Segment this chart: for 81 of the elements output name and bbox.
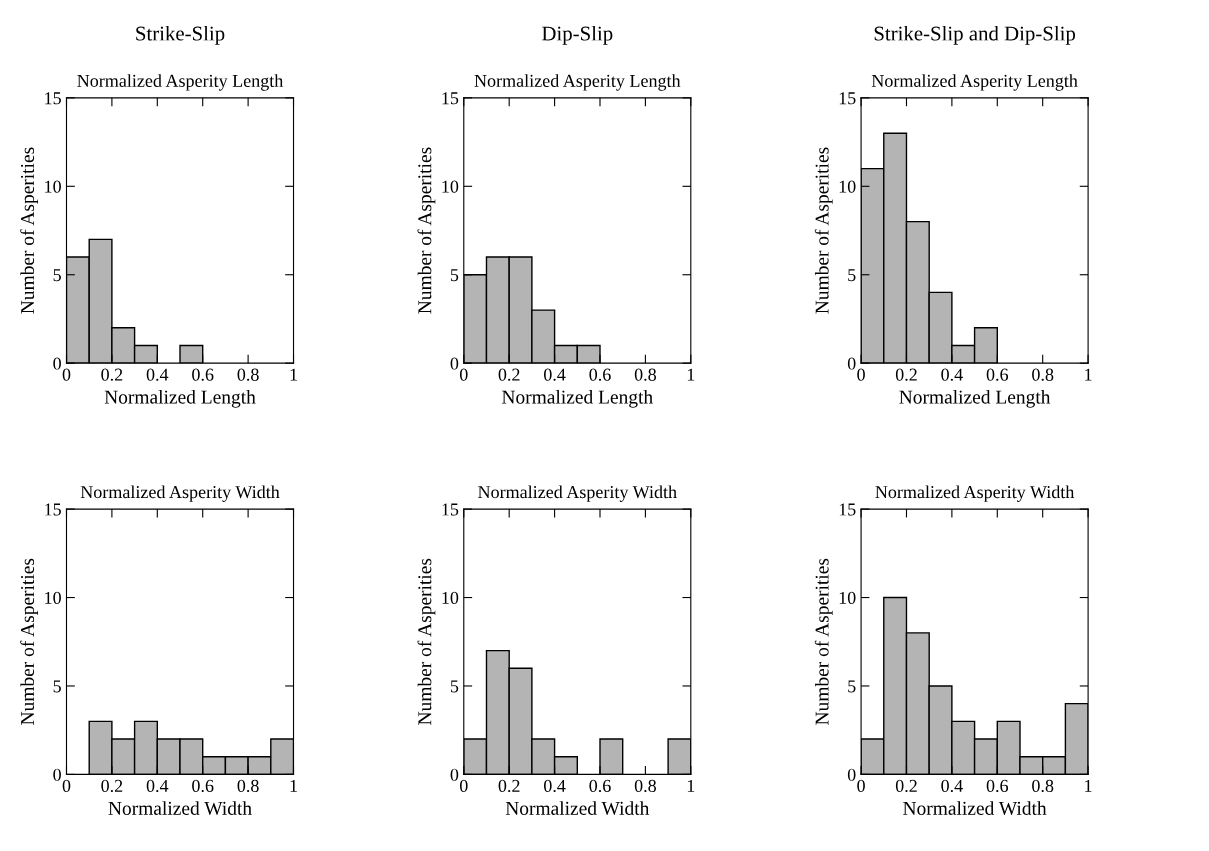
x-tick-label: 0.6	[986, 779, 1009, 793]
x-tick-label: 0.6	[986, 368, 1009, 381]
chart-title: Normalized Asperity Width	[478, 485, 677, 502]
x-tick-label: 1	[687, 779, 695, 792]
chart-subtitle: Normalized Asperity Length	[77, 74, 284, 91]
y-tick-label: 5	[53, 680, 61, 693]
x-tick-label: 1	[687, 368, 695, 381]
x-tick-label: 0	[857, 368, 865, 381]
y-tick-label: 5	[450, 680, 459, 693]
y-axis-title: Number of Asperities	[20, 558, 39, 725]
x-tick-label: 0.4	[146, 779, 169, 793]
x-tick-label: 0.8	[237, 368, 259, 381]
y-axis-title: Number of Asperities	[417, 147, 436, 314]
y-tick-label: 0	[53, 357, 61, 370]
y-tick-label: 0	[847, 768, 856, 781]
y-tick-label: 10	[45, 180, 61, 193]
x-axis-title: Normalized Width	[505, 801, 650, 815]
x-tick-label: 0	[62, 368, 71, 381]
x-axis-title: Normalized Length	[104, 389, 256, 408]
x-tick-label: 1	[290, 368, 297, 381]
x-tick-label: 0.6	[589, 368, 611, 381]
x-tick-label: 0.4	[544, 368, 566, 381]
x-tick-label: 0.2	[101, 368, 123, 381]
y-tick-label: 0	[847, 357, 856, 370]
x-tick-label: 1	[1085, 779, 1092, 792]
y-tick-label: 0	[450, 357, 459, 370]
x-tick-label: 0	[459, 368, 468, 381]
y-tick-label: 0	[53, 768, 61, 781]
y-tick-label: 15	[839, 503, 856, 516]
x-tick-label: 0.8	[634, 368, 656, 381]
x-axis-title: Normalized Length	[502, 389, 653, 408]
x-axis-title: Normalized Length	[899, 389, 1051, 408]
x-tick-label: 0.2	[895, 779, 917, 793]
chart-title: Normalized Asperity Width	[80, 485, 280, 502]
y-tick-label: 5	[53, 269, 61, 282]
y-axis-title: Number of Asperities	[417, 558, 436, 725]
y-tick-label: 10	[839, 591, 856, 604]
x-tick-label: 0.4	[146, 368, 169, 381]
y-tick-label: 15	[45, 503, 61, 516]
y-axis-title: Number of Asperities	[814, 147, 833, 314]
x-tick-label: 0	[459, 779, 468, 792]
x-tick-label: 0.8	[1032, 368, 1054, 381]
y-tick-label: 5	[848, 680, 856, 693]
x-tick-label: 0.4	[941, 368, 963, 381]
x-axis-title: Normalized Width	[903, 801, 1047, 815]
x-tick-label: 0.2	[498, 779, 520, 793]
x-tick-label: 1	[290, 779, 297, 792]
y-tick-label: 10	[442, 180, 459, 193]
y-axis-title: Number of Asperities	[20, 147, 39, 314]
y-tick-label: 10	[839, 180, 856, 193]
x-tick-label: 0.8	[237, 779, 259, 793]
y-tick-label: 15	[442, 92, 459, 105]
chart-subtitle: Normalized Asperity Length	[871, 74, 1078, 91]
x-tick-label: 0.8	[1032, 779, 1054, 793]
y-tick-label: 10	[442, 591, 459, 604]
chart-title: Strike-Slip	[136, 25, 225, 45]
x-tick-label: 0.6	[589, 779, 611, 793]
x-tick-label: 0.4	[941, 779, 963, 793]
y-tick-label: 15	[442, 503, 459, 516]
y-tick-label: 0	[450, 768, 459, 781]
chart-title: Normalized Asperity Width	[875, 485, 1075, 502]
x-tick-label: 0	[857, 779, 865, 792]
chart-title: Strike-Slip and Dip-Slip	[874, 25, 1076, 45]
y-tick-label: 5	[450, 269, 459, 282]
y-tick-label: 15	[45, 92, 61, 105]
x-tick-label: 0.8	[634, 779, 656, 793]
chart-subtitle: Normalized Asperity Length	[474, 74, 681, 91]
x-tick-label: 0.4	[544, 779, 566, 793]
x-axis-title: Normalized Width	[108, 801, 252, 815]
chart-title: Dip-Slip	[542, 25, 613, 45]
x-tick-label: 1	[1085, 368, 1092, 381]
x-tick-label: 0.2	[498, 368, 520, 381]
x-tick-label: 0	[62, 779, 71, 792]
x-tick-label: 0.2	[101, 779, 123, 793]
x-tick-label: 0.2	[895, 368, 917, 381]
y-tick-label: 10	[45, 591, 61, 604]
x-tick-label: 0.6	[192, 779, 214, 793]
y-tick-label: 15	[839, 92, 856, 105]
y-tick-label: 5	[848, 269, 856, 282]
y-axis-title: Number of Asperities	[814, 558, 833, 725]
x-tick-label: 0.6	[192, 368, 214, 381]
